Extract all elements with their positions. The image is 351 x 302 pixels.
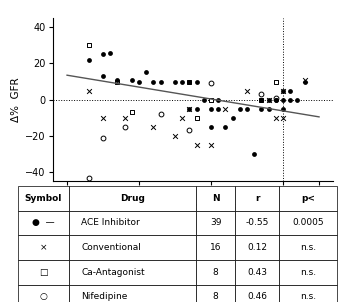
Point — [194, 106, 199, 111]
Point — [151, 124, 156, 129]
Point — [187, 106, 192, 111]
Point — [115, 79, 120, 84]
Point — [194, 115, 199, 120]
Point — [100, 52, 106, 57]
Point — [273, 79, 279, 84]
Point — [216, 97, 221, 102]
Point — [187, 106, 192, 111]
Point — [259, 97, 264, 102]
Point — [287, 88, 293, 93]
Point — [244, 88, 250, 93]
Point — [259, 106, 264, 111]
Point — [266, 106, 271, 111]
Point — [122, 124, 127, 129]
Point — [280, 106, 286, 111]
Point — [230, 115, 236, 120]
Point — [208, 97, 214, 102]
Point — [251, 152, 257, 156]
Point — [266, 97, 271, 102]
Point — [136, 79, 142, 84]
Point — [208, 106, 214, 111]
Point — [273, 95, 279, 100]
Point — [144, 70, 149, 75]
Point — [208, 81, 214, 86]
Point — [208, 143, 214, 147]
Point — [86, 57, 92, 62]
Point — [266, 97, 271, 102]
Point — [100, 74, 106, 79]
Point — [273, 97, 279, 102]
Point — [129, 110, 135, 115]
Point — [302, 77, 307, 82]
Point — [273, 97, 279, 102]
Point — [208, 124, 214, 129]
Point — [237, 106, 243, 111]
Point — [280, 88, 286, 93]
Point — [194, 79, 199, 84]
Point — [86, 43, 92, 48]
Point — [201, 97, 207, 102]
Point — [194, 143, 199, 147]
Point — [302, 79, 307, 84]
Point — [158, 112, 164, 117]
Point — [259, 97, 264, 102]
Point — [158, 79, 164, 84]
Point — [287, 97, 293, 102]
Point — [187, 128, 192, 133]
Point — [100, 115, 106, 120]
Point — [115, 77, 120, 82]
Point — [216, 106, 221, 111]
Point — [179, 79, 185, 84]
Point — [280, 115, 286, 120]
Point — [107, 50, 113, 55]
Point — [172, 133, 178, 138]
Point — [280, 88, 286, 93]
Point — [187, 79, 192, 84]
Point — [100, 135, 106, 140]
X-axis label: Δ%  Mean Blood Pressure: Δ% Mean Blood Pressure — [127, 202, 259, 212]
Point — [244, 106, 250, 111]
Point — [172, 79, 178, 84]
Point — [86, 175, 92, 180]
Point — [187, 79, 192, 84]
Point — [280, 97, 286, 102]
Point — [273, 115, 279, 120]
Point — [294, 97, 300, 102]
Point — [129, 77, 135, 82]
Point — [86, 88, 92, 93]
Point — [122, 115, 127, 120]
Y-axis label: Δ%  GFR: Δ% GFR — [11, 77, 21, 122]
Point — [179, 115, 185, 120]
Point — [223, 124, 228, 129]
Point — [223, 106, 228, 111]
Point — [259, 92, 264, 97]
Point — [151, 79, 156, 84]
